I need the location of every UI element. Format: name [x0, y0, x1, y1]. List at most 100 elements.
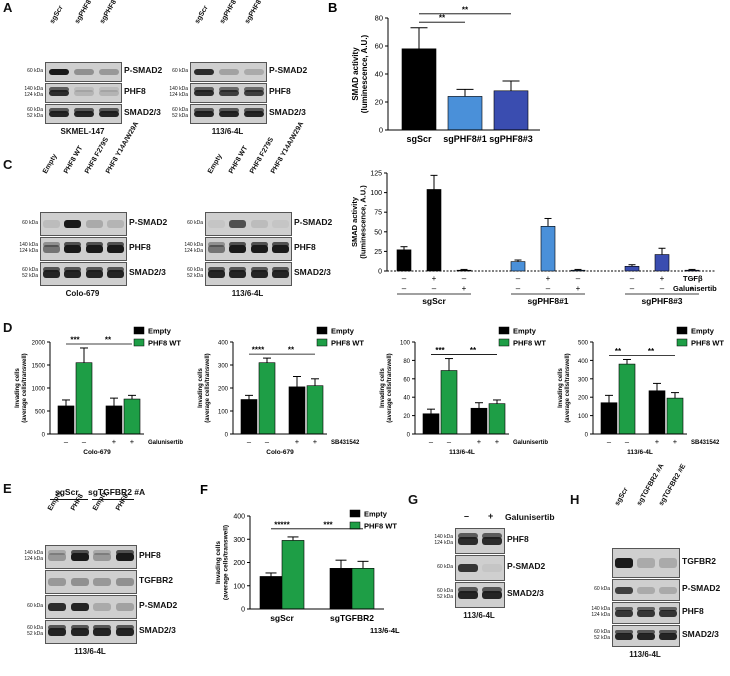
chart-c-y-tick-label: 50	[374, 229, 382, 236]
blot-h-band	[659, 609, 677, 617]
chart-d1-significance-label: ***	[70, 335, 80, 344]
chart-d3-treatment-sign: +	[495, 437, 500, 446]
chart-c-y-label-line: SMAD activity	[350, 196, 359, 247]
chart-d1-bar	[105, 405, 123, 435]
blot-e-blot-strip	[45, 545, 137, 569]
blot-g-band	[458, 563, 478, 573]
chart-f-y-label-line: (average cells/transwell)	[223, 525, 230, 600]
chart-c-bar	[426, 189, 442, 272]
blot-e-band	[115, 553, 134, 561]
blot-h-band	[637, 586, 655, 594]
blot-e-band-upper	[48, 549, 67, 556]
chart-d1-legend-label: PHF8 WT	[148, 339, 181, 348]
blot-c2-protein-label: PHF8	[294, 242, 316, 252]
blot-e-band	[48, 603, 67, 611]
chart-f-legend-swatch	[349, 521, 361, 530]
chart-d4-legend-swatch	[676, 338, 688, 347]
blot-e-band-upper	[93, 549, 112, 556]
chart-d4-y-tick-label: 100	[578, 414, 589, 420]
chart-d4-bar	[648, 390, 666, 435]
blot-a1-lane-label: sgPHF8 #3	[98, 0, 123, 25]
blot-c2-kda-label: 140 kDa 124 kDa	[184, 242, 203, 254]
chart-d2-y-tick-label: 400	[218, 341, 229, 347]
chart-d2-treatment-sign: –	[247, 437, 252, 446]
blot-a2-kda-label: 60 kDa 52 kDa	[172, 107, 188, 119]
blot-a1-band	[73, 89, 94, 97]
blot-c2-band	[250, 220, 268, 228]
panel-e-letter: E	[3, 481, 12, 496]
blot-c1-lane-label: Empty	[41, 152, 59, 175]
chart-d1-y-tick-label: 1500	[32, 364, 46, 370]
chart-d2-treatment-sign: +	[313, 437, 318, 446]
chart-f-significance-label: ***	[323, 520, 333, 529]
chart-f-significance-label: *****	[274, 520, 290, 529]
chart-d2-legend-swatch	[316, 326, 328, 335]
chart-c-galunisertib-sign: –	[660, 284, 665, 293]
panel-g-letter: G	[408, 492, 419, 507]
blot-c2-band	[271, 270, 289, 278]
blot-g-protein-label: SMAD2/3	[507, 588, 544, 598]
chart-d2-treatment-sign: –	[265, 437, 270, 446]
blot-g-band	[482, 590, 502, 600]
blot-c1-band	[85, 220, 103, 228]
blot-h-protein-label: SMAD2/3	[682, 629, 719, 639]
blot-a1-lane-label: sgScr	[48, 4, 65, 25]
chart-d2-y-tick-label: 300	[218, 364, 229, 370]
blot-c2-lane-label: Empty	[206, 152, 224, 175]
chart-b-y-tick-label: 20	[375, 98, 383, 107]
blot-c2-band	[229, 245, 247, 253]
chart-c-tgfb-sign: +	[546, 274, 551, 283]
blot-g-treatment: Galunisertib	[505, 512, 555, 522]
blot-e-band	[70, 603, 89, 611]
blot-c1-band-upper	[85, 266, 103, 273]
blot-a1-cell-line: SKMEL-147	[60, 127, 105, 136]
blot-c2-cell-line: 113/6-4L	[231, 289, 264, 298]
blot-a2-band-upper	[218, 108, 239, 113]
chart-d4-y-label-line: (average cells/transwell)	[565, 353, 571, 422]
blot-e-band-upper	[115, 624, 134, 631]
chart-c-galunisertib-sign: –	[630, 284, 635, 293]
blot-g-band	[458, 590, 478, 600]
blot-e-kda-label: 140 kDa 124 kDa	[24, 550, 43, 562]
chart-d2-bar	[240, 399, 258, 435]
chart-d4-bar	[600, 402, 618, 435]
chart-d3-treatment-label: Galunisertib	[513, 440, 548, 446]
blot-c2-protein-label: P-SMAD2	[294, 217, 333, 227]
chart-f-bar	[281, 540, 305, 610]
chart-f-y-label-line: Invading cells	[215, 541, 222, 584]
blot-c1-band	[43, 220, 61, 228]
blot-e-group-line	[92, 499, 134, 500]
blot-c2-band-upper	[208, 266, 226, 273]
chart-f-legend-swatch	[349, 509, 361, 518]
blot-h-blot-strip	[612, 602, 680, 624]
blot-a2-cell-line: 113/6-4L	[211, 127, 244, 136]
blot-a2-lane-label: sgPHF8 #3	[243, 0, 268, 25]
blot-a1-band-upper	[73, 87, 94, 92]
chart-d4-y-label-line: Invading cells	[558, 368, 564, 408]
blot-e-group-line	[50, 499, 88, 500]
chart-c-galunisertib-sign: –	[546, 284, 551, 293]
chart-d3-y-tick-label: 20	[403, 414, 410, 420]
blot-a1-kda-label: 60 kDa	[27, 68, 43, 74]
blot-a2-protein-label: P-SMAD2	[269, 65, 308, 75]
blot-a1-lane-label: sgPHF8 #1	[73, 0, 98, 25]
blot-e-cell-line: 113/6-4L	[74, 647, 106, 656]
blot-a1-band	[73, 68, 94, 76]
chart-c-bar	[654, 254, 670, 272]
chart-d1-bar	[123, 398, 141, 435]
blot-a1-band	[48, 110, 69, 118]
chart-d4-significance-label: **	[648, 347, 655, 356]
blot-a2-band	[218, 68, 239, 76]
blot-c2-blot-strip	[205, 237, 292, 261]
blot-c1-band	[106, 245, 124, 253]
chart-d4-y-label: Invading cells (average cells/transwell)	[558, 353, 571, 422]
blot-a2-protein-label: SMAD2/3	[269, 107, 306, 117]
blot-h-lane-label: sgScr	[613, 486, 630, 507]
blot-c2-kda-label: 60 kDa 52 kDa	[187, 267, 203, 279]
blot-a2-band	[193, 68, 214, 76]
chart-c-row-label-tgfb: TGFβ	[683, 274, 703, 283]
chart-d2-y-tick-label: 0	[225, 433, 229, 439]
chart-d1-legend-swatch	[133, 338, 145, 347]
blot-e-protein-label: P-SMAD2	[139, 600, 178, 610]
blot-g-kda-label: 140 kDa 124 kDa	[434, 534, 453, 546]
